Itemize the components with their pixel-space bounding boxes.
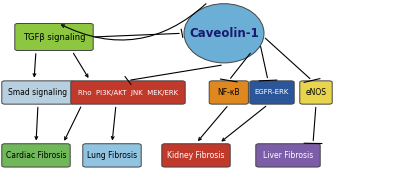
FancyBboxPatch shape [256, 144, 320, 167]
Text: Smad signaling: Smad signaling [8, 88, 68, 97]
Text: EGFR-ERK: EGFR-ERK [255, 90, 289, 95]
FancyBboxPatch shape [71, 81, 185, 104]
Text: Rho  PI3K/AKT  JNK  MEK/ERK: Rho PI3K/AKT JNK MEK/ERK [78, 90, 178, 95]
Text: Lung Fibrosis: Lung Fibrosis [87, 151, 137, 160]
FancyBboxPatch shape [2, 81, 74, 104]
Text: Liver Fibrosis: Liver Fibrosis [263, 151, 313, 160]
FancyBboxPatch shape [250, 81, 294, 104]
Text: Kidney Fibrosis: Kidney Fibrosis [167, 151, 225, 160]
Ellipse shape [184, 4, 264, 63]
FancyBboxPatch shape [2, 144, 70, 167]
FancyBboxPatch shape [15, 23, 93, 51]
FancyBboxPatch shape [300, 81, 332, 104]
Text: NF-κB: NF-κB [218, 88, 240, 97]
Text: eNOS: eNOS [306, 88, 326, 97]
FancyBboxPatch shape [83, 144, 141, 167]
Text: Cardiac Fibrosis: Cardiac Fibrosis [6, 151, 66, 160]
FancyBboxPatch shape [209, 81, 248, 104]
Text: TGFβ signaling: TGFβ signaling [23, 33, 85, 41]
FancyBboxPatch shape [162, 144, 230, 167]
Text: Caveolin-1: Caveolin-1 [189, 27, 259, 40]
